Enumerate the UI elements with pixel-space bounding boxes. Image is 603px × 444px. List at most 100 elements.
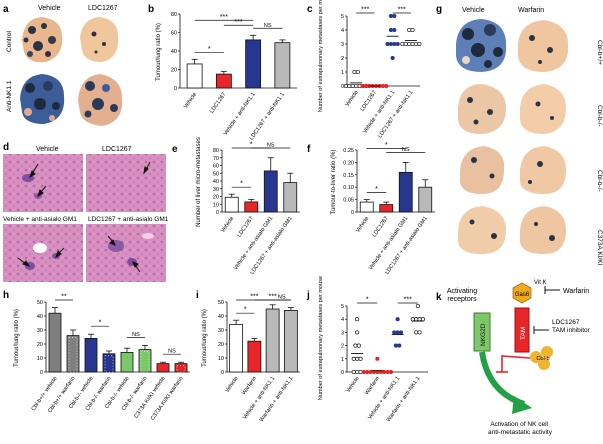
data-point (392, 330, 397, 335)
sig-label: *** (404, 297, 412, 304)
panel-k-letter: k (436, 292, 442, 303)
panel-a-letter: a (3, 4, 9, 15)
bar (359, 201, 374, 213)
y-tick-label: 80 (171, 12, 177, 18)
sig-label: * (244, 307, 247, 314)
data-point (350, 83, 355, 89)
data-point (355, 369, 360, 375)
lung-photo-ldc-control (72, 13, 128, 69)
data-point (410, 317, 415, 322)
panel-i-letter: i (196, 290, 199, 301)
cblb-label: Cbl-b (536, 356, 549, 362)
panel-a-row-antink: Anti-NK1.1 (6, 80, 13, 112)
tam-receptor (514, 307, 530, 353)
data-point (353, 343, 358, 348)
y-tick-label: 0 (174, 86, 177, 92)
y-tick-label: 40 (171, 49, 177, 55)
y-axis-label: Tumour-to-liver ratio (%) (331, 150, 337, 215)
y-tick-label: 5 (341, 304, 344, 310)
panel-k: k Activating receptors NKG2D TAM Gas6 Vit… (436, 280, 591, 436)
bar (156, 363, 170, 373)
y-tick-label: 20 (171, 68, 177, 74)
y-tick-label: 10 (213, 202, 219, 208)
data-point (410, 27, 415, 33)
y-tick-label: 1 (341, 357, 344, 363)
panel-d: d Vehicle LDC1267 Vehicle + anti-asialo … (3, 142, 169, 282)
y-axis-label: Number of extrapulmonary metastases per … (318, 0, 324, 112)
sig-label: * (375, 186, 378, 193)
data-point (356, 343, 361, 348)
bar (265, 308, 280, 373)
x-tick-label: Vehicle (220, 216, 235, 234)
panel-a-col-ldc: LDC1267 (88, 5, 118, 12)
y-tick-label: 50 (37, 300, 43, 306)
x-tick-label: LDC1267 + anti-NK1.1 (377, 90, 414, 140)
bar (48, 312, 62, 373)
data-point (355, 69, 360, 75)
panel-c: c 0 1 2 3 4 5 Number of extrapulmonary metasta… (307, 0, 422, 140)
x-tick-label: Vehicle + anti-asialo GM1 (233, 216, 274, 272)
panel-b-letter: b (148, 4, 154, 15)
y-tick-label: 5 (341, 14, 344, 20)
x-tick-label: Warfarin (241, 376, 258, 397)
x-tick-label: Warfarin (364, 376, 381, 397)
y-tick-label: 0 (40, 370, 43, 376)
activating-line2: receptors (447, 296, 477, 303)
x-tick-label: Vehicle (183, 92, 198, 110)
data-point (358, 356, 363, 361)
histology-ldc-asialo (86, 224, 166, 282)
bar-hatch (140, 351, 150, 373)
data-point (417, 41, 422, 47)
y-tick-label: 20 (218, 342, 224, 348)
data-point (385, 369, 390, 375)
vitk-label: Vit K (534, 280, 547, 286)
bar (245, 39, 262, 89)
panel-e-letter: e (172, 144, 178, 155)
y-tick-label: 3 (341, 330, 344, 336)
histology-arrows (17, 161, 151, 273)
bar (215, 73, 232, 89)
y-tick-label: 40 (213, 179, 219, 185)
cblb-node: Cbl-b (530, 346, 553, 370)
scatter-chart-c: 0 1 2 3 4 5 Number of extrapulmonary metastase… (318, 0, 422, 140)
gas6-ligand (512, 282, 532, 304)
ldc-label: LDC1267 TAM inhibitor (552, 319, 591, 334)
lung-photo-g4w (514, 202, 572, 258)
data-point (392, 41, 397, 47)
data-point (352, 69, 357, 75)
data-point (385, 41, 390, 47)
data-point (351, 369, 356, 375)
inhibition-arrow (501, 355, 531, 372)
panel-i: i 0 10 20 30 40 50 Tumour/lung ratio (%) Vehicl… (196, 290, 300, 423)
activation-line1: Activation of NK cell (490, 421, 548, 428)
bar (174, 363, 188, 373)
y-axis-label: Tumour/lung ratio (%) (202, 309, 208, 367)
sig-label: * (240, 181, 243, 188)
y-axis-label: Tumour/lung ratio (%) (156, 23, 162, 81)
y-tick-label: 50 (218, 300, 224, 306)
y-axis-label: Tumour/lung ratio (%) (14, 309, 20, 367)
x-tick-label: C373A KI/KI warfarin (150, 376, 185, 422)
data-point (420, 317, 426, 322)
data-point (388, 41, 393, 47)
data-point (400, 41, 405, 47)
sig-label: *** (361, 7, 369, 14)
activating-receptors-text: Activating receptors (447, 288, 477, 303)
y-tick-label: 0 (221, 370, 224, 376)
y-tick-label: 20 (37, 342, 43, 348)
panel-j: j 0 1 2 3 4 5 Number of extrapulmonary metasta… (306, 276, 428, 423)
y-tick-label: 0.15 (343, 173, 354, 179)
data-point (417, 317, 422, 322)
sig-label: NS (168, 349, 176, 355)
histology-vehicle-asialo (3, 224, 83, 282)
data-point (414, 330, 419, 335)
y-tick-label: 3 (341, 42, 344, 48)
panel-d-label-vehicle-asialo: Vehicle + anti-asialo GM1 (3, 216, 77, 223)
panel-f: f 0 0.05 0.10 0.15 0.20 0.25 Tumour-to-liver r… (307, 142, 435, 276)
x-tick-label: LDC1267 (209, 92, 227, 115)
ldc-label-line2: TAM inhibitor (552, 327, 591, 334)
y-tick-label: 50 (213, 171, 219, 177)
bar (247, 340, 262, 373)
data-point (354, 83, 359, 89)
nkg2d-label: NKG2D (480, 323, 487, 346)
